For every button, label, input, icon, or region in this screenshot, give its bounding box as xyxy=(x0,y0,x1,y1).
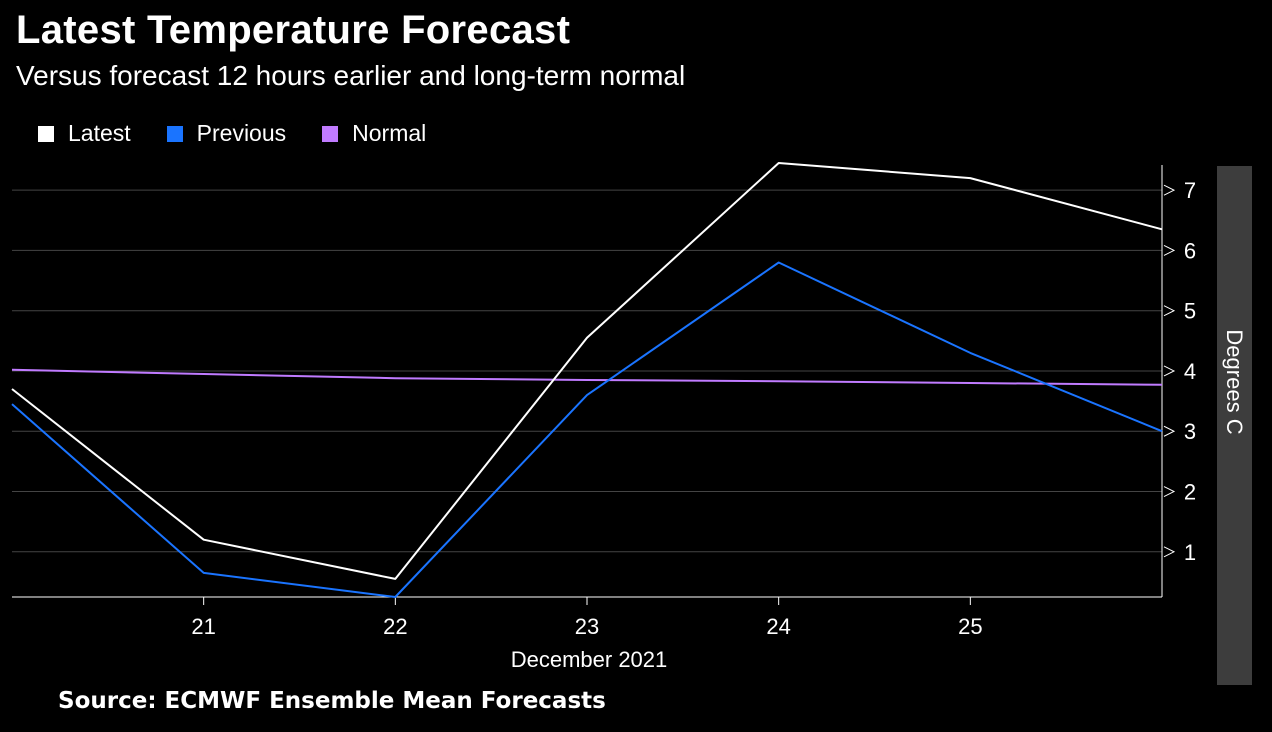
y-tick-label: 4 xyxy=(1184,359,1196,384)
y-tick-label: 3 xyxy=(1184,419,1196,444)
y-tick-mark xyxy=(1163,244,1176,256)
series-line-normal xyxy=(11,368,1163,386)
x-tick-label: 23 xyxy=(575,614,599,639)
series-line-previous xyxy=(11,261,1163,598)
y-tick-mark xyxy=(1163,546,1176,558)
y-tick-label: 1 xyxy=(1184,540,1196,565)
series-line-latest xyxy=(11,162,1163,580)
y-tick-mark xyxy=(1163,486,1176,497)
legend: Latest Previous Normal xyxy=(38,120,462,147)
y-tick-label: 6 xyxy=(1184,238,1196,263)
y-tick-label: 5 xyxy=(1184,299,1196,324)
y-tick-label: 7 xyxy=(1184,178,1196,203)
y-axis-label-box xyxy=(1217,166,1252,685)
legend-label-previous: Previous xyxy=(196,120,287,146)
legend-item-previous: Previous xyxy=(166,120,287,147)
y-tick-mark xyxy=(1163,365,1176,377)
legend-item-latest: Latest xyxy=(38,120,131,147)
y-tick-label: 2 xyxy=(1184,480,1196,505)
legend-label-normal: Normal xyxy=(352,120,427,146)
y-tick-mark xyxy=(1163,425,1176,437)
y-axis-label: Degrees C xyxy=(1222,329,1247,435)
legend-swatch-latest xyxy=(38,125,54,142)
legend-swatch-normal xyxy=(322,125,339,142)
chart-title: Latest Temperature Forecast xyxy=(16,8,571,52)
y-tick-mark xyxy=(1163,305,1176,317)
x-tick-label: 24 xyxy=(766,614,790,639)
chart-subtitle: Versus forecast 12 hours earlier and lon… xyxy=(16,60,686,91)
x-tick-label: 22 xyxy=(383,614,407,639)
x-tick-label: 25 xyxy=(958,614,982,639)
source-note: Source: ECMWF Ensemble Mean Forecasts xyxy=(58,688,606,714)
y-tick-mark xyxy=(1163,184,1176,196)
legend-label-latest: Latest xyxy=(68,120,131,146)
x-axis-label: December 2021 xyxy=(510,647,668,672)
legend-item-normal: Normal xyxy=(322,120,426,147)
x-tick-label: 21 xyxy=(191,614,215,639)
legend-swatch-previous xyxy=(166,125,183,142)
